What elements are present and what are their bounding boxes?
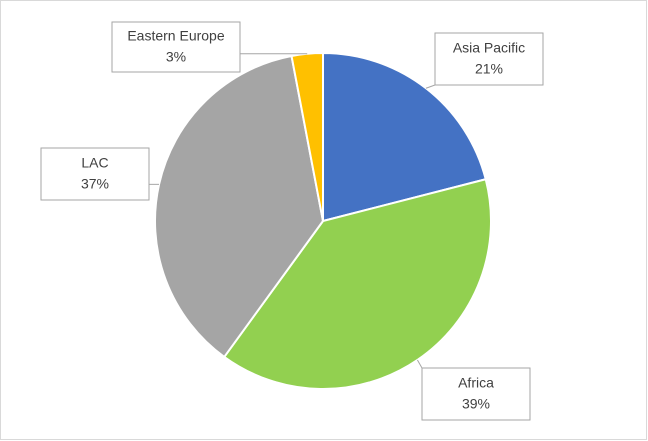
pie-slice xyxy=(154,54,325,359)
leader-line xyxy=(416,359,423,369)
label-box xyxy=(111,21,241,73)
pie-slice xyxy=(290,51,324,222)
category-label: LAC xyxy=(81,155,108,171)
category-label: Eastern Europe xyxy=(127,28,224,44)
leader-line xyxy=(425,84,436,89)
label-box xyxy=(40,147,150,201)
category-label: Africa xyxy=(458,375,494,391)
value-label: 21% xyxy=(475,61,503,77)
value-label: 39% xyxy=(462,396,490,412)
value-label: 37% xyxy=(81,176,109,192)
label-box xyxy=(421,367,531,421)
pie-slice xyxy=(322,51,487,223)
category-label: Asia Pacific xyxy=(453,40,525,56)
pie-slice xyxy=(222,178,492,390)
label-box xyxy=(434,32,544,86)
value-label: 3% xyxy=(166,49,186,65)
